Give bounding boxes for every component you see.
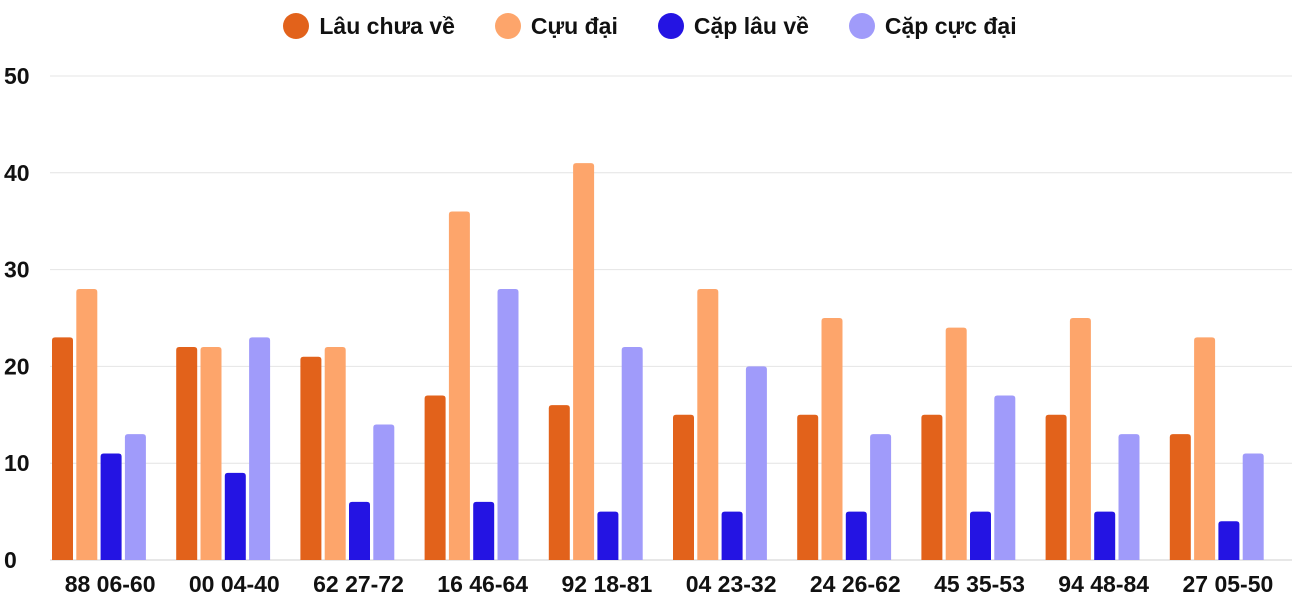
legend-item-cap-lau-ve: Cặp lâu về [657, 12, 809, 40]
bar-4-1 [573, 163, 595, 560]
legend-label-cuu-dai: Cựu đại [530, 12, 618, 39]
bar-1-3 [249, 337, 271, 560]
bars [52, 163, 1264, 560]
bar-0-0 [52, 337, 73, 560]
bar-5-1 [697, 288, 719, 560]
x-tick-label: 04 23-32 [686, 571, 777, 597]
legend-item-cap-cuc-dai: Cặp cực đại [848, 12, 1017, 40]
bar-1-0 [176, 347, 198, 560]
legend: Lâu chưa về Cựu đại Cặp lâu về Cặp cực đ… [0, 8, 1300, 44]
x-tick-label: 45 35-53 [934, 571, 1025, 597]
bar-9-3 [1242, 453, 1264, 560]
x-tick-label: 92 18-81 [561, 571, 652, 597]
legend-label-cap-lau-ve: Cặp lâu về [693, 12, 809, 39]
x-axis-ticks: 88 06-60 00 04-40 62 27-72 16 46-64 92 18-81… [65, 571, 1274, 597]
bar-4-2 [597, 511, 619, 560]
bar-9-1 [1194, 337, 1216, 560]
legend-swatch-cap-lau-ve [657, 13, 684, 39]
legend-swatch-cuu-dai [494, 13, 521, 39]
bar-8-1 [1069, 318, 1091, 560]
bar-2-3 [373, 424, 395, 560]
bar-8-3 [1118, 434, 1140, 560]
bar-6-0 [797, 414, 819, 560]
bar-3-1 [448, 211, 470, 560]
bar-6-3 [870, 434, 892, 560]
bar-7-0 [921, 414, 943, 560]
bar-9-0 [1169, 434, 1191, 560]
y-tick-label: 50 [4, 63, 30, 89]
legend-label-lau-chua-ve: Lâu chưa về [319, 12, 455, 39]
bar-4-0 [548, 405, 570, 560]
bar-2-1 [324, 347, 346, 560]
legend-item-cuu-dai: Cựu đại [494, 12, 618, 40]
x-tick-label: 62 27-72 [313, 571, 404, 597]
bar-7-3 [994, 395, 1016, 560]
bar-7-2 [970, 511, 991, 560]
y-tick-label: 10 [4, 450, 30, 476]
legend-label-cap-cuc-dai: Cặp cực đại [884, 12, 1017, 39]
bar-8-0 [1045, 414, 1067, 560]
bar-0-3 [124, 434, 146, 560]
x-tick-label: 00 04-40 [189, 571, 280, 597]
y-tick-label: 30 [4, 257, 30, 283]
bar-8-2 [1094, 511, 1116, 560]
x-tick-label: 27 05-50 [1182, 571, 1273, 597]
y-tick-label: 0 [4, 547, 17, 573]
bar-1-1 [200, 347, 222, 560]
x-tick-label: 16 46-64 [437, 571, 528, 597]
bar-6-2 [845, 511, 867, 560]
x-tick-label: 88 06-60 [65, 571, 156, 597]
bar-5-3 [745, 366, 767, 560]
bar-2-0 [300, 356, 322, 560]
bar-9-2 [1218, 521, 1240, 560]
bar-1-2 [224, 472, 246, 560]
bar-0-2 [100, 453, 122, 560]
bar-3-2 [473, 501, 495, 560]
bar-5-2 [721, 511, 743, 560]
x-tick-label: 24 26-62 [810, 571, 901, 597]
bar-5-0 [673, 414, 694, 560]
bar-4-3 [621, 347, 643, 560]
x-tick-label: 94 48-84 [1058, 571, 1149, 597]
y-tick-label: 20 [4, 353, 30, 379]
y-axis-ticks: 0 10 20 30 40 50 [4, 63, 30, 573]
legend-swatch-lau-chua-ve [283, 13, 310, 39]
bar-6-1 [821, 318, 843, 560]
y-tick-label: 40 [4, 160, 30, 186]
bar-0-1 [76, 288, 98, 560]
bar-7-1 [945, 327, 967, 560]
bar-3-3 [497, 288, 519, 560]
legend-item-lau-chua-ve: Lâu chưa về [283, 13, 455, 40]
bar-3-0 [424, 395, 446, 560]
bar-2-2 [349, 501, 370, 560]
legend-swatch-cap-cuc-dai [848, 13, 875, 39]
